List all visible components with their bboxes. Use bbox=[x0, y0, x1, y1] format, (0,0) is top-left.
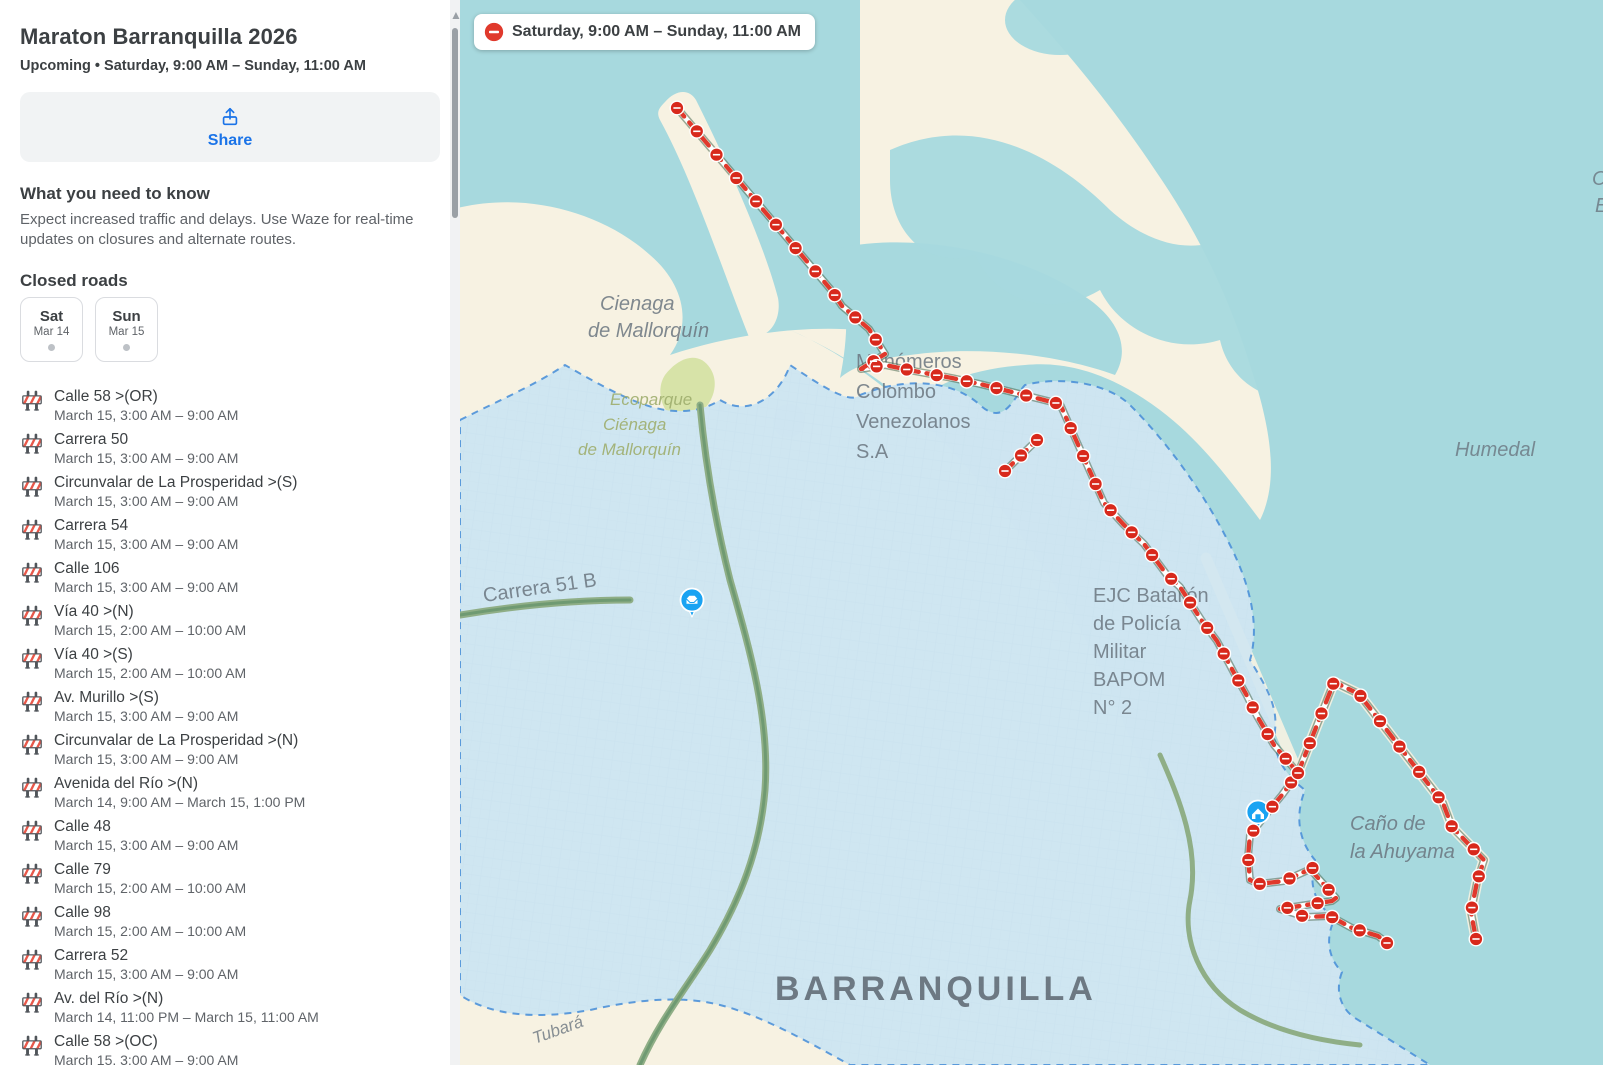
svg-text:El Rincón: El Rincón bbox=[1595, 195, 1603, 217]
svg-text:Ecoparque: Ecoparque bbox=[610, 390, 692, 409]
svg-text:BAPOM: BAPOM bbox=[1093, 669, 1165, 691]
svg-text:Cienaga: Cienaga bbox=[600, 293, 675, 315]
svg-text:de Mallorquín: de Mallorquín bbox=[588, 320, 709, 342]
svg-text:N° 2: N° 2 bbox=[1093, 697, 1132, 719]
svg-text:Ciénaga: Ciénaga bbox=[1592, 168, 1603, 190]
svg-text:Venezolanos: Venezolanos bbox=[856, 411, 971, 433]
svg-text:Ciénaga: Ciénaga bbox=[603, 415, 666, 434]
svg-text:Colombo: Colombo bbox=[856, 381, 936, 403]
svg-text:la Ahuyama: la Ahuyama bbox=[1350, 841, 1455, 863]
svg-text:Militar: Militar bbox=[1093, 641, 1147, 663]
svg-text:Caño de: Caño de bbox=[1350, 813, 1426, 835]
svg-text:de Policía: de Policía bbox=[1093, 613, 1182, 635]
svg-text:de Mallorquín: de Mallorquín bbox=[578, 440, 681, 459]
svg-text:Humedal: Humedal bbox=[1455, 439, 1536, 461]
svg-text:BARRANQUILLA: BARRANQUILLA bbox=[775, 970, 1097, 1008]
svg-text:S.A: S.A bbox=[856, 441, 889, 463]
